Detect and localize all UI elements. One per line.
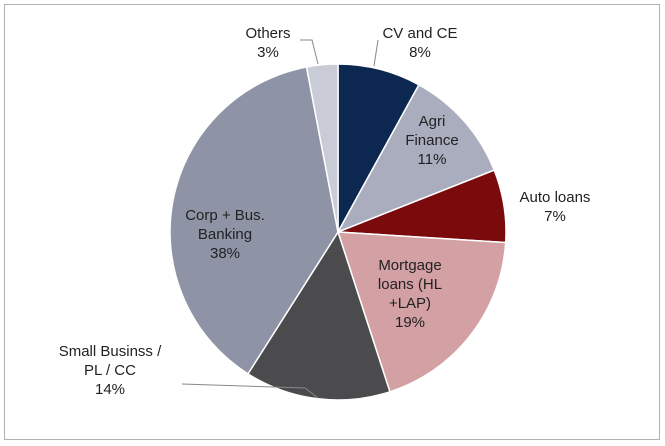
slice-label-text: Auto loans 7% — [500, 188, 610, 226]
pie-slice — [169, 66, 339, 375]
slice-label: Agri Finance 11% — [392, 112, 472, 169]
slice-label: Others 3% — [228, 24, 308, 62]
category-label: Corp + Bus. Banking — [185, 207, 265, 243]
slice-label-text: Agri Finance 11% — [392, 112, 472, 169]
pie-slice — [305, 63, 339, 233]
leader-line — [300, 39, 319, 65]
pie-slice — [336, 231, 507, 393]
category-label: Agri Finance — [405, 113, 459, 149]
category-label: Auto loans — [519, 189, 591, 206]
leader-lines — [181, 39, 379, 399]
pie-slice — [246, 230, 391, 401]
slice-label-text: Others 3% — [228, 24, 308, 62]
pie-slice — [336, 83, 496, 234]
slice-label: Auto loans 7% — [500, 188, 610, 226]
slice-label-text: Mortgage loans (HL +LAP) 19% — [360, 256, 460, 332]
category-label: Others — [245, 25, 291, 42]
category-label: Mortgage loans (HL +LAP) — [377, 257, 443, 312]
category-label: Small Businss / PL / CC — [58, 343, 162, 379]
value-label: 19% — [394, 314, 426, 331]
slice-label: Mortgage loans (HL +LAP) 19% — [360, 256, 460, 332]
value-label: 7% — [544, 208, 566, 225]
category-label: CV and CE — [382, 25, 458, 42]
slice-label: Small Businss / PL / CC 14% — [50, 342, 170, 399]
value-label: 11% — [417, 151, 447, 168]
slice-label-text: Small Businss / PL / CC 14% — [50, 342, 170, 399]
slice-label-text: Corp + Bus. Banking 38% — [170, 206, 280, 263]
leader-line — [373, 39, 379, 67]
slice-label: Corp + Bus. Banking 38% — [170, 206, 280, 263]
value-label: 8% — [409, 44, 431, 61]
slice-label-text: CV and CE 8% — [365, 24, 475, 62]
value-label: 3% — [257, 44, 279, 61]
value-label: 14% — [94, 381, 126, 398]
slice-label: CV and CE 8% — [365, 24, 475, 62]
leader-line — [181, 383, 319, 399]
value-label: 38% — [209, 245, 241, 262]
